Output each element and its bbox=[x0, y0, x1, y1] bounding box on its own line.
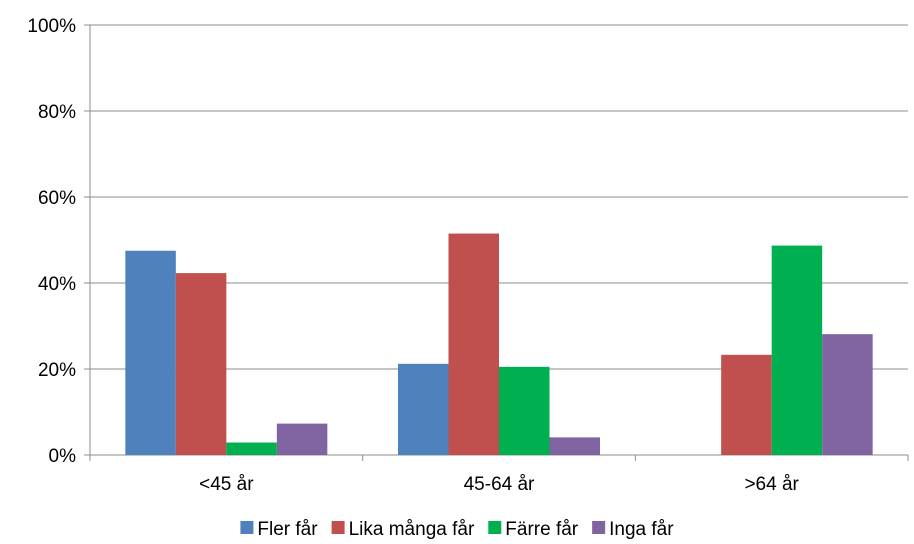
bar-färre-får-1 bbox=[499, 366, 550, 455]
bar-färre-får-0 bbox=[226, 442, 277, 455]
bar-fler-får-0 bbox=[125, 250, 176, 455]
bars bbox=[125, 233, 873, 455]
bar-lika-många-får-0 bbox=[175, 273, 227, 455]
bar-lika-många-får-1 bbox=[448, 233, 499, 455]
legend: Fler får Lika många får Färre får Inga får bbox=[240, 519, 674, 540]
legend-swatch bbox=[240, 521, 254, 534]
y-tick-label: 20% bbox=[38, 360, 76, 381]
bar-lika-många-får-2 bbox=[721, 354, 772, 455]
legend-item: Lika många får bbox=[331, 519, 475, 540]
legend-label: Fler får bbox=[257, 519, 318, 540]
bar-inga-får-0 bbox=[276, 423, 328, 455]
legend-item: Färre får bbox=[488, 519, 579, 540]
legend-label: Inga får bbox=[609, 519, 674, 540]
bar-inga-får-2 bbox=[822, 334, 873, 455]
y-tick-label: 60% bbox=[38, 188, 76, 209]
bar-inga-får-1 bbox=[549, 437, 600, 455]
y-tick-label: 40% bbox=[38, 274, 76, 295]
x-tick-label: >64 år bbox=[744, 474, 799, 495]
legend-swatch bbox=[488, 521, 502, 534]
x-tick-label: <45 år bbox=[199, 474, 254, 495]
legend-swatch bbox=[331, 521, 345, 534]
x-tick-label: 45-64 år bbox=[464, 474, 535, 495]
y-axis-tick-labels: 0% 20% 40% 60% 80% 100% bbox=[27, 16, 76, 467]
bar-färre-får-2 bbox=[771, 245, 823, 455]
legend-item: Fler får bbox=[240, 519, 318, 540]
legend-label: Färre får bbox=[505, 519, 579, 540]
y-tick-label: 0% bbox=[49, 446, 77, 467]
legend-label: Lika många får bbox=[349, 519, 475, 540]
y-tick-label: 100% bbox=[27, 16, 76, 37]
legend-swatch bbox=[592, 521, 606, 534]
bar-fler-får-1 bbox=[398, 363, 449, 455]
y-tick-label: 80% bbox=[38, 102, 76, 123]
x-axis-tick-labels: <45 år 45-64 år >64 år bbox=[199, 474, 799, 495]
legend-item: Inga får bbox=[592, 519, 674, 540]
